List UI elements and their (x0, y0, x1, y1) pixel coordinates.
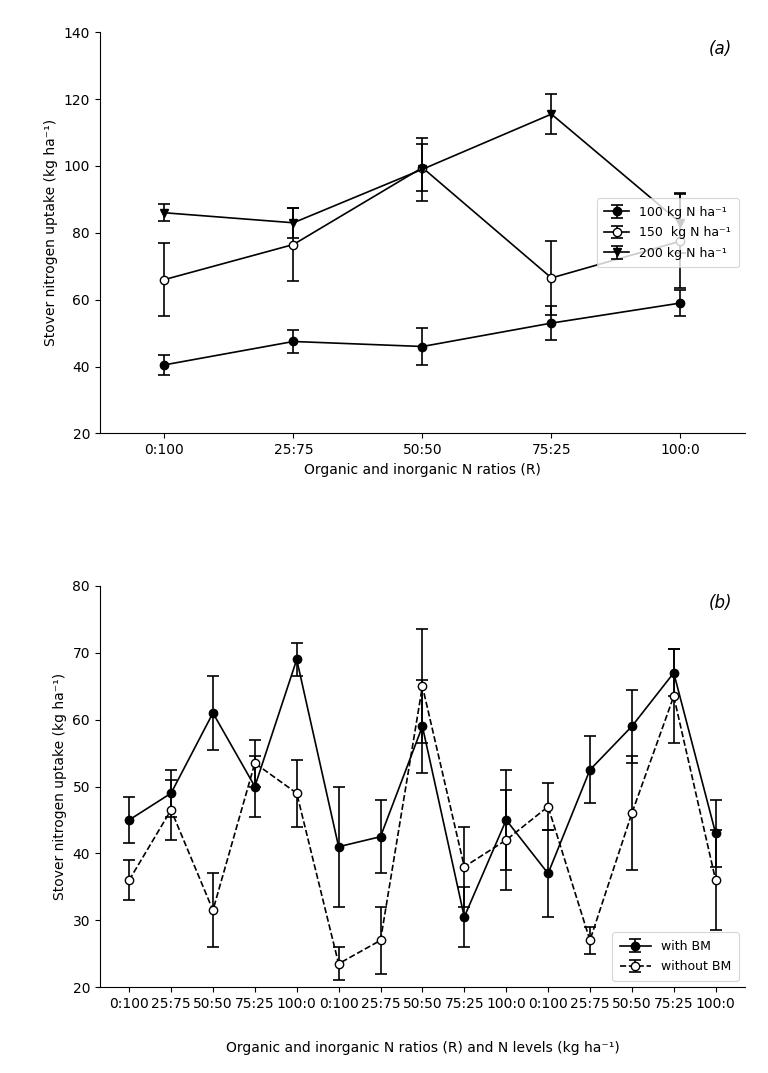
Legend: 100 kg N ha⁻¹, 150  kg N ha⁻¹, 200 kg N ha⁻¹: 100 kg N ha⁻¹, 150 kg N ha⁻¹, 200 kg N h… (597, 199, 739, 267)
X-axis label: Organic and inorganic N ratios (R) and N levels (kg ha⁻¹): Organic and inorganic N ratios (R) and N… (226, 1042, 619, 1056)
Y-axis label: Stover nitrogen uptake (kg ha⁻¹): Stover nitrogen uptake (kg ha⁻¹) (45, 119, 58, 347)
X-axis label: Organic and inorganic N ratios (R): Organic and inorganic N ratios (R) (304, 462, 541, 476)
Text: (a): (a) (709, 40, 732, 58)
Text: (b): (b) (709, 594, 732, 612)
Legend: with BM, without BM: with BM, without BM (612, 932, 739, 981)
Y-axis label: Stover nitrogen uptake (kg ha⁻¹): Stover nitrogen uptake (kg ha⁻¹) (53, 673, 67, 900)
